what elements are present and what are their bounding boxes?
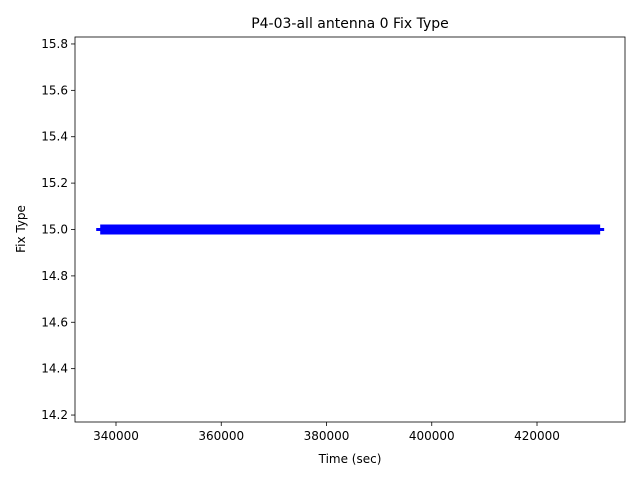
y-tick-label: 14.6 bbox=[41, 315, 68, 329]
y-tick-label: 14.8 bbox=[41, 269, 68, 283]
x-tick-label: 420000 bbox=[514, 429, 560, 443]
x-tick-label: 380000 bbox=[304, 429, 350, 443]
y-tick-label: 14.4 bbox=[41, 362, 68, 376]
y-axis-label: Fix Type bbox=[14, 205, 28, 253]
y-tick-label: 14.2 bbox=[41, 408, 68, 422]
x-tick-label: 360000 bbox=[198, 429, 244, 443]
y-tick-label: 15.6 bbox=[41, 83, 68, 97]
x-tick-label: 400000 bbox=[409, 429, 455, 443]
plot-frame bbox=[74, 36, 626, 423]
y-tick-label: 15.0 bbox=[41, 223, 68, 237]
y-tick-label: 15.2 bbox=[41, 176, 68, 190]
y-tick-label: 15.8 bbox=[41, 37, 68, 51]
x-axis-label: Time (sec) bbox=[318, 452, 382, 466]
y-tick-label: 15.4 bbox=[41, 130, 68, 144]
chart-title: P4-03-all antenna 0 Fix Type bbox=[251, 16, 449, 32]
x-tick-label: 340000 bbox=[93, 429, 139, 443]
